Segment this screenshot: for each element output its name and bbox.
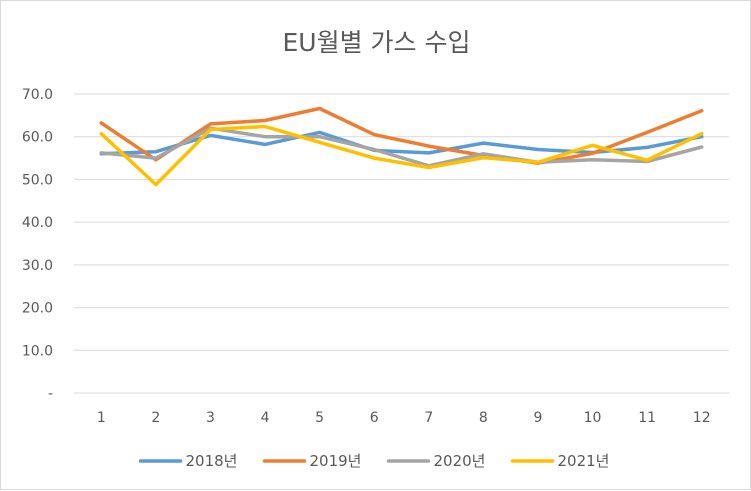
x-axis-ticks: 1 2 3 4 5 6 7 8 9 10 11 12 bbox=[97, 410, 711, 426]
x-tick-label: 1 bbox=[97, 410, 106, 426]
data-point bbox=[373, 156, 376, 160]
data-point bbox=[700, 109, 703, 112]
data-point bbox=[591, 152, 594, 155]
x-tick-label: 12 bbox=[693, 410, 711, 426]
data-point bbox=[318, 107, 321, 110]
x-tick-label: 4 bbox=[261, 410, 270, 426]
data-point bbox=[427, 151, 430, 155]
x-tick-label: 9 bbox=[533, 410, 542, 426]
data-point bbox=[482, 141, 485, 145]
y-tick-label: 10.0 bbox=[22, 343, 53, 359]
data-point bbox=[318, 131, 321, 134]
legend-label: 2021년 bbox=[558, 452, 610, 470]
data-point bbox=[536, 148, 540, 151]
data-point bbox=[645, 146, 649, 149]
data-point bbox=[100, 121, 103, 125]
y-tick-label: 40.0 bbox=[22, 215, 53, 231]
data-point bbox=[100, 132, 103, 135]
x-tick-label: 10 bbox=[584, 410, 602, 426]
data-point bbox=[700, 145, 703, 149]
y-tick-label: 70.0 bbox=[22, 87, 53, 103]
series-line-2019년 bbox=[99, 106, 704, 165]
data-point bbox=[209, 122, 212, 126]
data-point bbox=[482, 152, 485, 155]
data-point bbox=[591, 158, 594, 161]
series-lines bbox=[99, 106, 704, 187]
data-point bbox=[536, 161, 540, 164]
data-point bbox=[427, 144, 430, 148]
data-point bbox=[263, 125, 267, 128]
legend-label: 2020년 bbox=[434, 452, 486, 470]
series-line-2021년 bbox=[99, 124, 704, 187]
data-point bbox=[209, 128, 212, 131]
data-point bbox=[700, 135, 703, 138]
y-tick-label: 50.0 bbox=[22, 172, 53, 188]
x-tick-label: 11 bbox=[638, 410, 656, 426]
data-point bbox=[318, 135, 321, 138]
data-point bbox=[154, 183, 158, 186]
data-point bbox=[263, 119, 267, 122]
x-tick-label: 8 bbox=[479, 410, 488, 426]
data-point bbox=[263, 143, 267, 146]
x-tick-label: 5 bbox=[315, 410, 324, 426]
gridlines bbox=[74, 93, 729, 394]
x-tick-label: 7 bbox=[424, 410, 433, 426]
x-tick-label: 2 bbox=[151, 410, 160, 426]
chart-title: EU월별 가스 수입 bbox=[282, 28, 471, 57]
series-line-2020년 bbox=[99, 126, 704, 168]
data-point bbox=[100, 151, 103, 155]
legend-label: 2019년 bbox=[310, 452, 362, 470]
data-point bbox=[645, 159, 649, 162]
data-point bbox=[373, 148, 376, 151]
data-point bbox=[591, 144, 594, 147]
legend-label: 2018년 bbox=[186, 452, 238, 470]
data-point bbox=[482, 156, 485, 159]
data-point bbox=[154, 156, 158, 160]
data-point bbox=[700, 132, 703, 135]
y-tick-label: 20.0 bbox=[22, 301, 53, 317]
data-point bbox=[373, 133, 376, 136]
legend: 2018년 2019년 2020년 2021년 bbox=[138, 452, 610, 470]
data-point bbox=[154, 150, 158, 153]
x-tick-label: 6 bbox=[370, 410, 379, 426]
data-point bbox=[318, 141, 321, 144]
y-axis-ticks: - 10.0 20.0 30.0 40.0 50.0 60.0 70.0 bbox=[22, 87, 53, 402]
data-point bbox=[209, 134, 212, 137]
data-point bbox=[645, 131, 649, 134]
data-point bbox=[427, 166, 430, 169]
y-tick-label: 30.0 bbox=[22, 258, 53, 274]
x-tick-label: 3 bbox=[206, 410, 215, 426]
data-point bbox=[263, 135, 267, 138]
y-tick-label: - bbox=[48, 386, 53, 402]
y-tick-label: 60.0 bbox=[22, 130, 53, 146]
